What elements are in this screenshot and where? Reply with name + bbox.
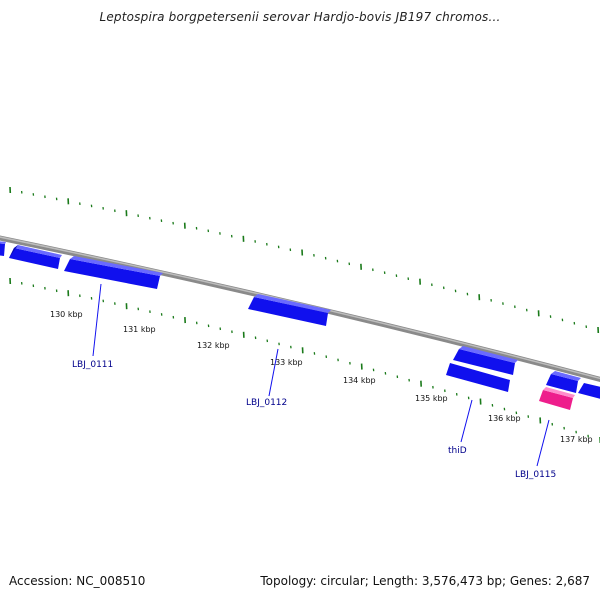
gene-label-lbj-0112[interactable]: LBJ_0112: [246, 398, 287, 408]
tick-label: 132 kbp: [197, 341, 230, 350]
gene-label-thid[interactable]: thiD: [448, 446, 467, 456]
tick-label: 137 kbp: [560, 435, 593, 444]
outer-tick-ring: [9, 186, 600, 334]
gene-label-lbj-0111[interactable]: LBJ_0111: [72, 360, 113, 370]
tick-label: 133 kbp: [270, 358, 303, 367]
label-leaders: [92, 283, 550, 467]
tick-label: 135 kbp: [415, 394, 448, 403]
tick-label: 130 kbp: [50, 310, 83, 319]
gene-arrow[interactable]: [578, 383, 600, 400]
tick-label: 136 kbp: [488, 414, 521, 423]
gene-label-lbj-0115[interactable]: LBJ_0115: [515, 470, 556, 480]
gene-arrow[interactable]: [9, 245, 62, 269]
gene-arrow[interactable]: [453, 346, 518, 375]
gene-arrow[interactable]: [546, 371, 581, 393]
topology-summary: Topology: circular; Length: 3,576,473 bp…: [260, 574, 590, 588]
gene-labels: LBJ_0111 LBJ_0112 thiD LBJ_0115: [72, 360, 556, 480]
accession-text: Accession: NC_008510: [9, 574, 146, 588]
gene-arrow[interactable]: [0, 241, 6, 256]
gene-arrow[interactable]: [64, 256, 163, 289]
tick-label: 131 kbp: [123, 325, 156, 334]
map-title: Leptospira borgpetersenii serovar Hardjo…: [99, 10, 501, 24]
tick-label: 134 kbp: [343, 376, 376, 385]
gene-arrow[interactable]: [248, 294, 331, 326]
scale-labels: 130 kbp 131 kbp 132 kbp 133 kbp 134 kbp …: [50, 310, 593, 444]
gene-arrow-highlight[interactable]: [539, 387, 575, 410]
inner-tick-ring: [9, 277, 600, 444]
gene-arrow[interactable]: [446, 363, 510, 392]
